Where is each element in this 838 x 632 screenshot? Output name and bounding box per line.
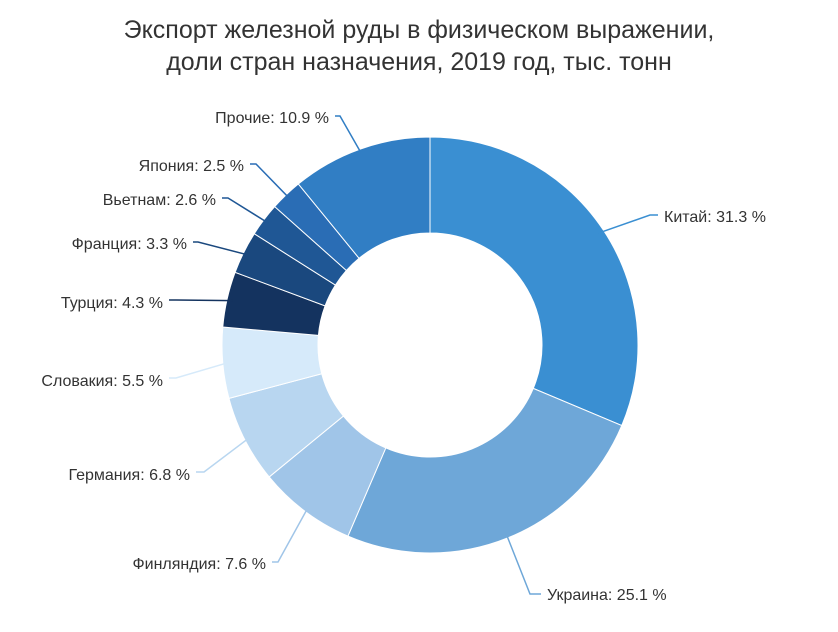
data-label-0: Китай: 31.3 %	[664, 209, 766, 226]
data-label-8: Япония: 2.5 %	[139, 158, 244, 175]
donut-slice-0[interactable]	[429, 136, 639, 427]
connector-line-2	[272, 506, 310, 563]
connector-line-4	[169, 361, 229, 379]
data-label-2: Финляндия: 7.6 %	[132, 556, 266, 573]
connector-line-8	[250, 163, 291, 200]
data-label-3: Германия: 6.8 %	[68, 467, 190, 484]
connector-line-1	[504, 532, 541, 595]
connector-line-3	[196, 436, 251, 473]
data-label-5: Турция: 4.3 %	[61, 295, 163, 312]
data-label-7: Вьетнам: 2.6 %	[103, 192, 216, 209]
connector-line-5	[169, 299, 233, 302]
connector-line-0	[597, 214, 658, 234]
connector-line-9	[335, 115, 363, 156]
chart-title-block: Экспорт железной руды в физическом выраж…	[0, 14, 838, 78]
data-label-9: Прочие: 10.9 %	[215, 110, 329, 127]
donut-slice-9[interactable]	[297, 136, 431, 260]
chart-title: Экспорт железной руды в физическом выраж…	[123, 16, 715, 44]
connector-line-7	[222, 197, 270, 224]
donut-slice-1[interactable]	[347, 387, 623, 554]
data-label-4: Словакия: 5.5 %	[41, 373, 163, 390]
chart-subtitle: доли стран назначения, 2019 год, тыс. то…	[166, 48, 672, 76]
data-label-1: Украина: 25.1 %	[547, 587, 667, 604]
connector-line-6	[193, 241, 250, 256]
data-label-6: Франция: 3.3 %	[72, 236, 187, 253]
